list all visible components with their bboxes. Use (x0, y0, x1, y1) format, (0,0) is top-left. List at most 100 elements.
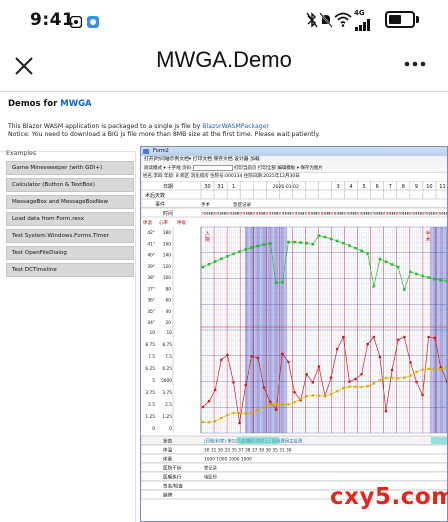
hour-label: 6 (308, 212, 310, 216)
bottom-row-label: 医嘱执行 (163, 474, 182, 481)
app-icon (87, 13, 99, 32)
pulse-point (274, 408, 278, 411)
toolbar-label[interactable]: 阅读模式 ▾ 十字线 页码 (144, 166, 192, 171)
temperature-point (342, 241, 345, 245)
pain-tick: 6.25 (162, 366, 172, 372)
hour-label: 22 (237, 212, 241, 216)
hour-label: 14 (337, 212, 341, 216)
example-timer-button[interactable]: Test System.Windows.Forms.Timer (6, 229, 134, 243)
pulse-point (421, 393, 424, 397)
temp-tick: 37° (147, 286, 155, 292)
hour-label: 18 (287, 212, 291, 216)
hour-label: 14 (363, 212, 367, 216)
temperature-point (439, 278, 443, 282)
hour-label: 14 (220, 212, 224, 216)
hour-label: 10 (217, 212, 221, 216)
hour-label: 14 (207, 212, 211, 216)
temperature-point (433, 277, 437, 281)
respiration-point (390, 376, 394, 380)
temperature-point (207, 262, 211, 266)
pulse-point (372, 335, 376, 339)
resp-tick: 2.5 (148, 402, 155, 408)
hour-label: 22 (211, 212, 215, 216)
date-label: 10 (426, 184, 432, 190)
hour-label: 2 (358, 212, 360, 216)
mwga-link[interactable]: MWGA (60, 99, 92, 109)
example-resx-button[interactable]: Load data from Form.resx (6, 212, 134, 226)
hour-label: 22 (420, 212, 424, 216)
hour-label: 18 (235, 212, 239, 216)
form-title-bar: Form2 (141, 147, 447, 156)
pulse-point (305, 372, 308, 376)
bottom-row-text: 登记录 (204, 465, 218, 472)
example-messagebox-button[interactable]: MessageBox and MessageBoxNew (6, 195, 134, 209)
hour-label: 14 (285, 212, 289, 216)
pulse-point (226, 353, 229, 357)
example-calculator-button[interactable]: Calculator (Button & TextBox) (6, 178, 134, 192)
respiration-point (366, 384, 369, 388)
hour-label: 22 (355, 212, 359, 216)
hour-label: 14 (233, 212, 237, 216)
example-minesweeper-button[interactable]: Game Minesweeper (with GDI+) (6, 161, 134, 175)
hour-label: 6 (269, 212, 271, 216)
toolbar-actions[interactable]: 打印当前页 打印全部 编辑模板 ▾ 保存为图片 (233, 166, 323, 171)
hour-label: 10 (374, 212, 378, 216)
hour-label: 18 (365, 212, 369, 216)
pulse-point (311, 381, 315, 384)
form-menu[interactable]: 打开|时间轴示例文档▾ 打印文档 保存文档 设计器 加载 (141, 156, 447, 164)
bottom-row (141, 462, 447, 473)
hour-label: 18 (248, 212, 252, 216)
pain-tick: 3.75 (162, 390, 172, 396)
pulse-point (366, 342, 369, 346)
respiration-point (281, 403, 284, 406)
hour-label: 22 (407, 212, 411, 216)
hour-label: 18 (444, 212, 448, 216)
hour-label: 2 (436, 212, 438, 216)
hour-label: 14 (246, 212, 250, 216)
example-openfiledialog-button[interactable]: Test OpenFileDialog (6, 246, 134, 260)
packager-link[interactable]: BlazorWASMPackager (202, 123, 270, 130)
page-select[interactable] (192, 164, 233, 171)
event-text2: 急症记录 (233, 201, 251, 208)
respiration-point (372, 382, 376, 385)
temperature-point (384, 260, 388, 264)
axis-header-pulse: 心率 (159, 219, 168, 226)
form-title: Form2 (153, 148, 169, 154)
pulse-point (342, 335, 345, 339)
more-icon[interactable] (400, 52, 430, 76)
hour-label: 18 (209, 212, 213, 216)
hour-label: 6 (360, 212, 362, 216)
hour-label: 6 (229, 212, 231, 216)
hour-label: 2 (279, 212, 281, 216)
respiration-point (354, 385, 357, 389)
hour-label: 6 (242, 212, 244, 216)
example-dctimeline-button[interactable]: Test DCTimeline (6, 263, 134, 277)
pulse-point (439, 366, 443, 369)
respiration-point (232, 411, 235, 415)
hour-label: 2 (227, 212, 229, 216)
pulse-point (335, 347, 339, 351)
temperature-point (354, 246, 357, 250)
date-label: 4 (350, 184, 353, 190)
respiration-point (274, 402, 278, 406)
annotation-text: 入 (205, 231, 210, 237)
hour-label: 2 (214, 212, 216, 216)
form2-window: Form2 打开|时间轴示例文档▾ 打印文档 保存文档 设计器 加载 阅读模式 … (140, 146, 448, 522)
respiration-point (207, 420, 211, 424)
temperature-point (403, 288, 406, 291)
pulse-point (427, 335, 431, 339)
temperature-point (299, 241, 302, 244)
respiration-point (299, 397, 302, 401)
hour-label: 2 (292, 212, 294, 216)
temperature-chart: 日期 术后天数 事件 手术 急症记录 30 31 1 2026-01-02 3 4 5 6 7 8 9 10 11… (141, 180, 448, 521)
hour-label: 10 (439, 212, 443, 216)
message-icon (69, 13, 83, 32)
pulse-point (250, 355, 254, 358)
pain-tick: 5000 (161, 378, 172, 384)
respiration-point (360, 385, 363, 389)
temperature-point (409, 270, 412, 274)
resp-tick: 1.25 (145, 414, 155, 420)
close-icon[interactable] (10, 52, 38, 80)
respiration-point (342, 386, 345, 390)
